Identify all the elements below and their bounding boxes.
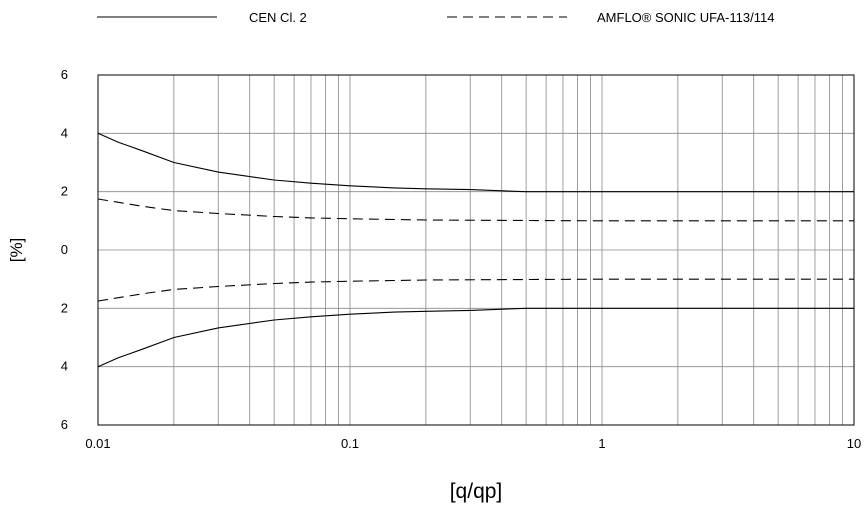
legend-label-amflo: AMFLO® SONIC UFA-113/114 [597, 10, 774, 25]
series-line-cen-1 [97, 307, 854, 368]
y-tick-label: 2 [61, 300, 68, 315]
series-group [97, 132, 854, 368]
legend-label-cen: CEN Cl. 2 [249, 10, 307, 25]
y-tick-label: 4 [61, 359, 68, 374]
plot-frame [97, 74, 855, 426]
y-tick-label: 2 [61, 184, 68, 199]
x-tick-labels: 0.01 0.1 1 10 [85, 436, 861, 451]
y-tick-label: 6 [61, 417, 68, 432]
x-tick-label: 0.1 [341, 436, 359, 451]
x-tick-label: 1 [598, 436, 605, 451]
series-line-amflo-3 [97, 278, 854, 302]
y-tick-label: 6 [61, 67, 68, 82]
x-tick-label: 0.01 [85, 436, 110, 451]
x-axis-label: [q/qp] [450, 480, 503, 503]
y-tick-label: 0 [61, 242, 68, 257]
series-line-cen-0 [97, 132, 854, 193]
y-tick-labels: 6 4 2 0 2 4 6 [61, 67, 68, 432]
y-tick-label: 4 [61, 125, 68, 140]
legend: CEN Cl. 2 AMFLO® SONIC UFA-113/114 [97, 10, 774, 25]
series-line-amflo-2 [97, 198, 854, 222]
x-tick-label: 10 [847, 436, 861, 451]
y-axis-label: [%] [7, 238, 26, 263]
grid [98, 74, 854, 426]
